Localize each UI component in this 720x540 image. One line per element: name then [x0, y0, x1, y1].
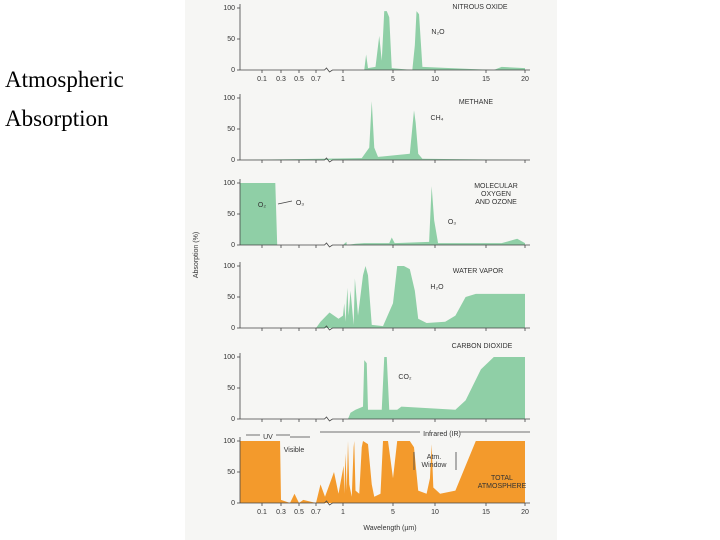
x-tick-label: 10	[431, 76, 439, 83]
annotation: O₂	[258, 202, 266, 209]
x-tick-label: 15	[482, 509, 490, 516]
x-tick-label: 0.5	[294, 76, 304, 83]
pointer-arrow	[277, 200, 293, 205]
y-tick-label: 0	[231, 500, 235, 507]
x-tick-label: 0.3	[276, 76, 286, 83]
y-tick-label: 100	[223, 354, 235, 361]
x-tick-label: 0.1	[257, 509, 267, 516]
y-tick-label: 50	[227, 294, 235, 301]
y-tick-label: 100	[223, 438, 235, 445]
slide-title: Atmospheric Absorption	[5, 67, 124, 131]
y-tick-label: 100	[223, 180, 235, 187]
annotation: O₃	[448, 219, 456, 226]
annotation: Window	[422, 462, 448, 469]
absorption-area	[240, 357, 525, 419]
y-tick-label: 0	[231, 242, 235, 249]
x-tick-label: 1	[341, 76, 345, 83]
y-tick-label: 50	[227, 211, 235, 218]
annotation: UV	[263, 434, 273, 441]
x-axis-label: Wavelength (µm)	[363, 525, 416, 532]
x-axis	[240, 242, 530, 248]
panel-title: TOTAL	[491, 475, 513, 482]
x-axis	[240, 416, 530, 422]
annotation: CO₂	[398, 374, 412, 381]
x-tick-label: 0.1	[257, 76, 267, 83]
x-tick-label: 20	[521, 76, 529, 83]
panel-title: MOLECULAR	[474, 183, 518, 190]
y-tick-label: 100	[223, 263, 235, 270]
x-axis	[240, 67, 530, 73]
x-tick-label: 0.7	[311, 76, 321, 83]
x-tick-label: 15	[482, 76, 490, 83]
panel-title: CARBON DIOXIDE	[452, 343, 513, 350]
annotation: Visible	[284, 447, 305, 454]
y-tick-label: 50	[227, 36, 235, 43]
y-tick-label: 0	[231, 157, 235, 164]
y-axis-label: Absorption (%)	[193, 232, 200, 278]
annotation: H₂O	[430, 284, 444, 291]
panel-title: METHANE	[459, 99, 494, 106]
panel-title: ATMOSPHERE	[478, 483, 527, 490]
panel-title: WATER VAPOR	[453, 268, 503, 275]
absorption-area	[240, 441, 525, 503]
band-bracket	[246, 431, 530, 470]
y-tick-label: 50	[227, 385, 235, 392]
y-tick-label: 50	[227, 469, 235, 476]
annotation: O₃	[296, 200, 304, 207]
absorption-area	[240, 11, 525, 71]
x-tick-label: 5	[391, 76, 395, 83]
y-tick-label: 0	[231, 325, 235, 332]
panel-title: OXYGEN	[481, 191, 511, 198]
x-tick-label: 1	[341, 509, 345, 516]
annotation: N₂O	[431, 29, 445, 36]
y-tick-label: 100	[223, 5, 235, 12]
y-tick-label: 50	[227, 126, 235, 133]
x-tick-label: 0.3	[276, 509, 286, 516]
y-tick-label: 100	[223, 95, 235, 102]
x-tick-label: 20	[521, 509, 529, 516]
y-tick-label: 0	[231, 416, 235, 423]
annotation: Atm.	[427, 454, 441, 461]
x-axis	[240, 500, 530, 506]
x-axis	[240, 157, 530, 163]
x-tick-label: 0.7	[311, 509, 321, 516]
annotation: Infrared (IR)	[423, 431, 461, 438]
absorption-area	[240, 183, 525, 245]
x-axis	[240, 325, 530, 331]
panel-title: NITROUS OXIDE	[452, 4, 508, 11]
annotation: CH₄	[431, 115, 444, 122]
x-tick-label: 0.5	[294, 509, 304, 516]
x-tick-label: 5	[391, 509, 395, 516]
panel-title: AND OZONE	[475, 199, 517, 206]
absorption-area	[240, 266, 525, 328]
x-tick-label: 10	[431, 509, 439, 516]
y-tick-label: 0	[231, 67, 235, 74]
